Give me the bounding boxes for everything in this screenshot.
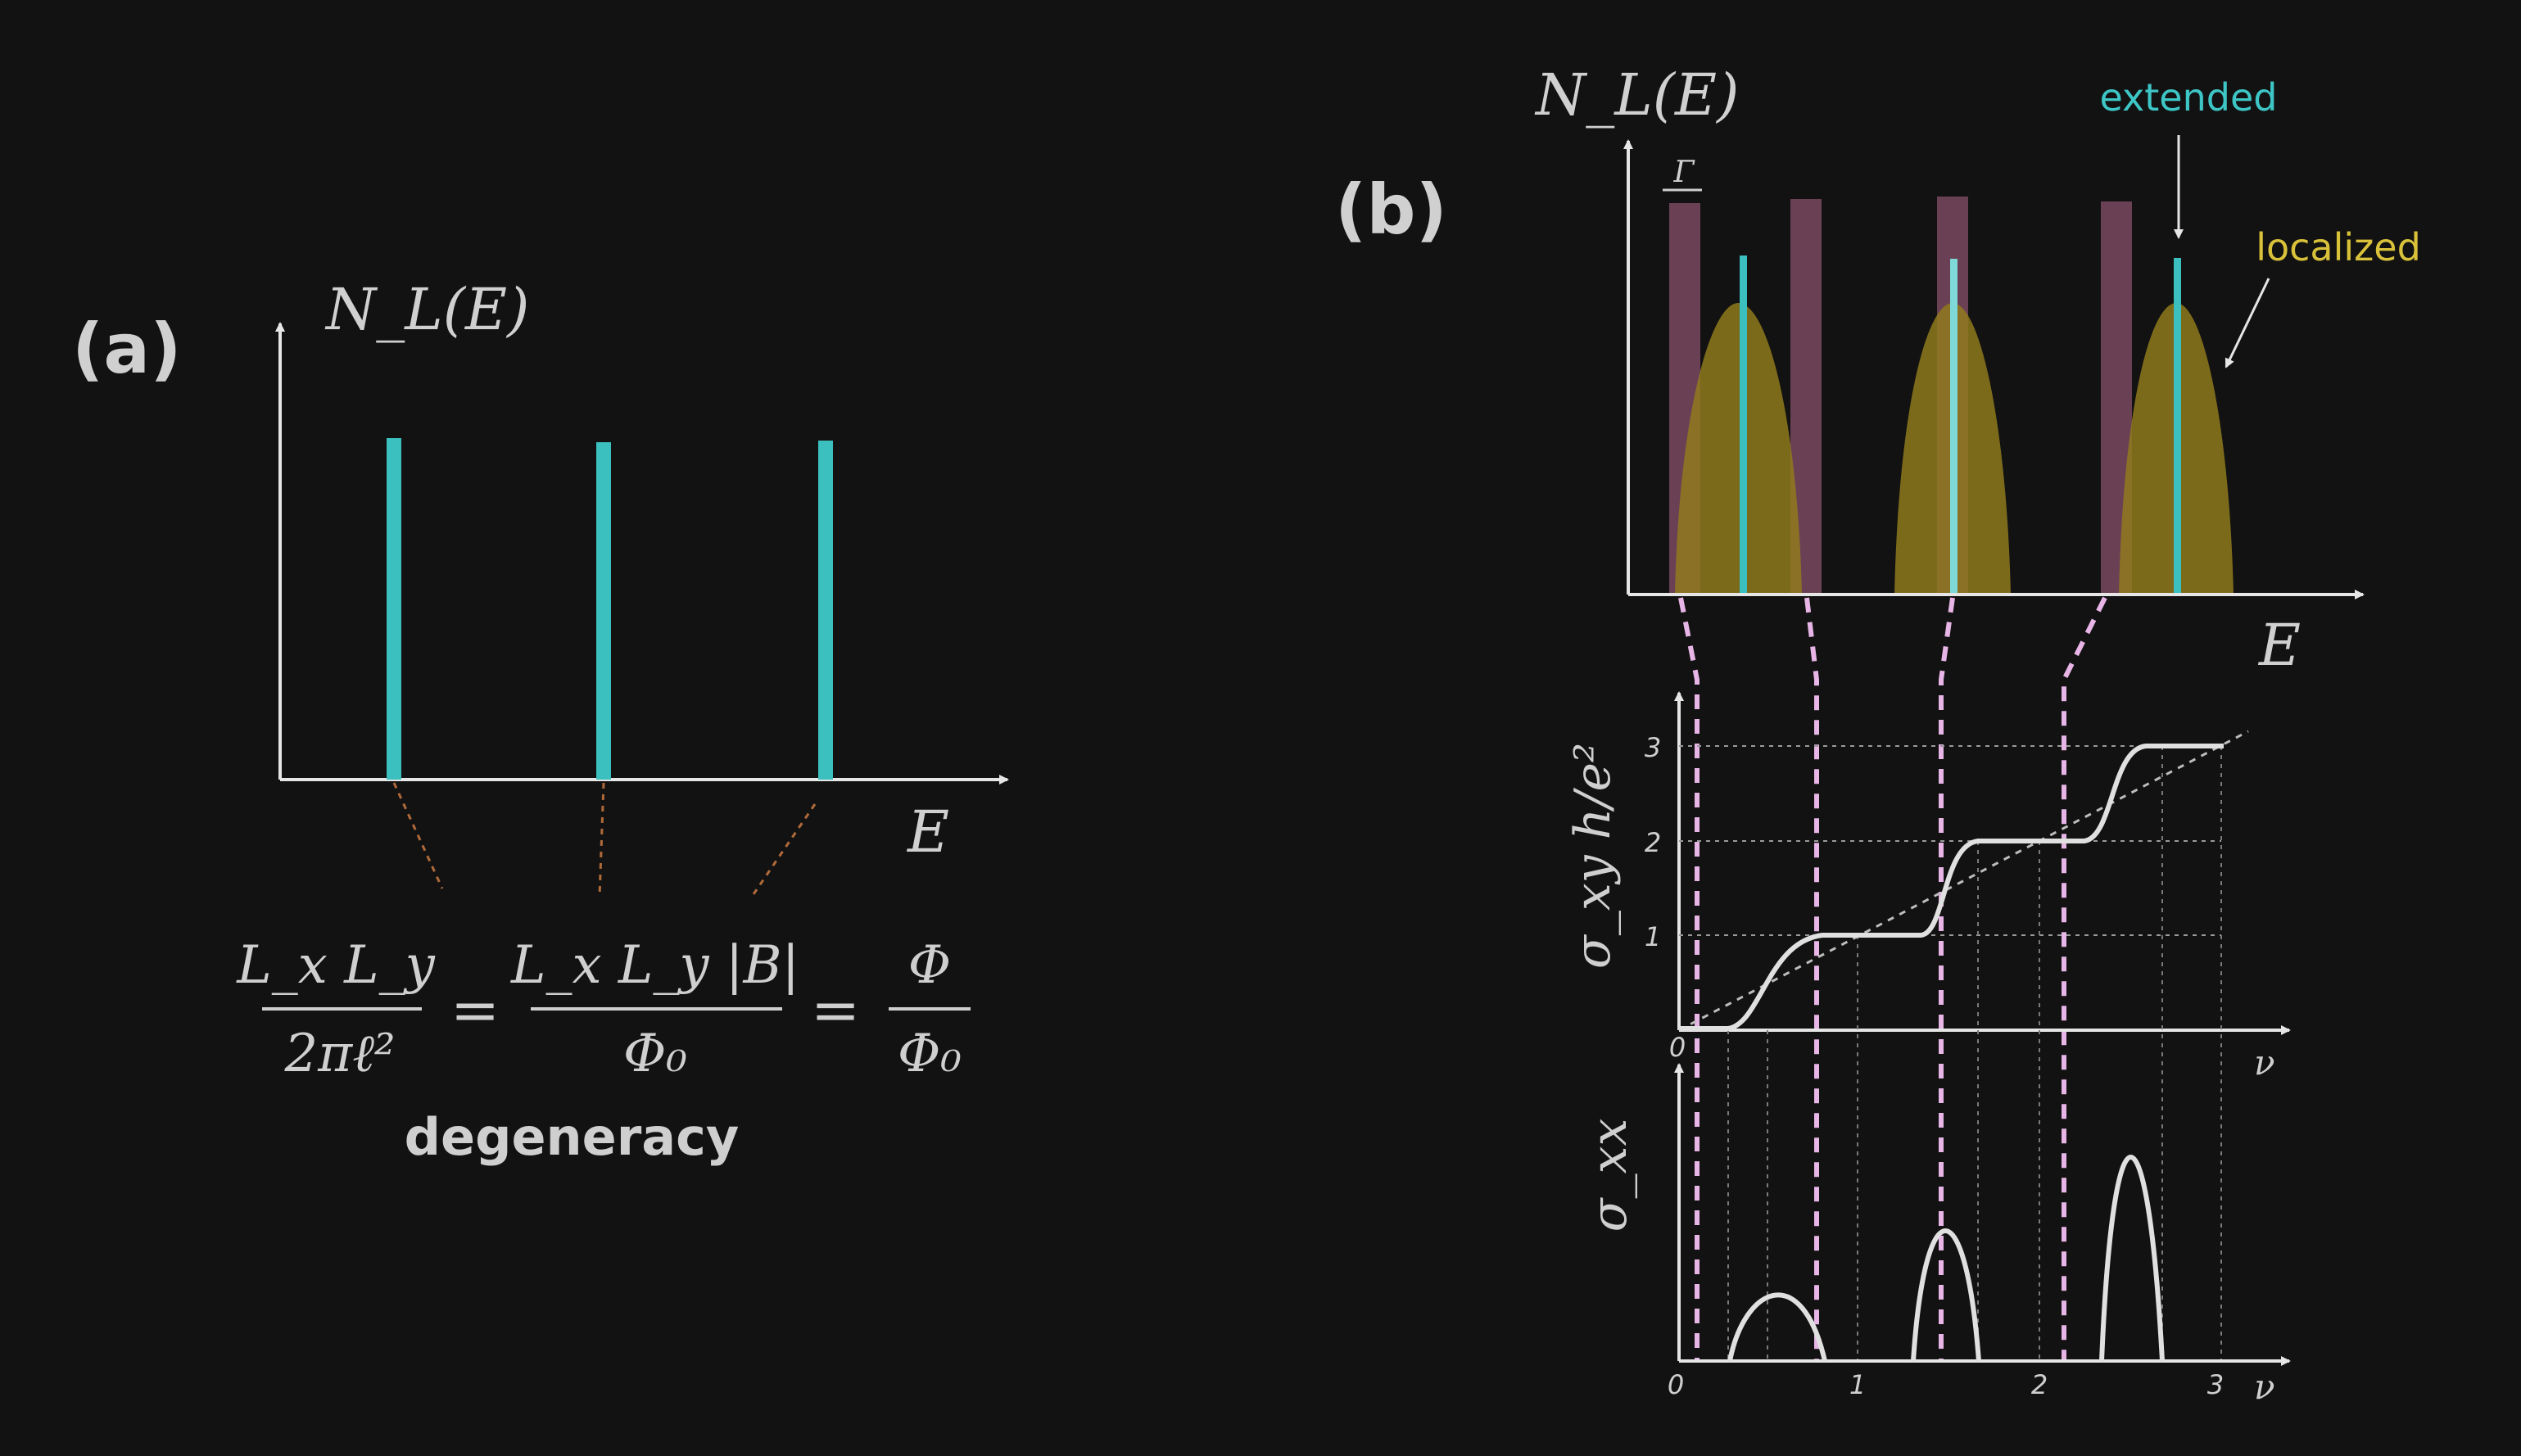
- guide-line: [598, 782, 605, 898]
- panel-a-x-label: E: [906, 798, 949, 866]
- formula-mid-numerator: L_x L_y |B|: [510, 935, 799, 996]
- sigma-xx-plot: 0 1 2 3 ν σ_xx: [1581, 1063, 2291, 1407]
- connector-lines: [1678, 596, 2107, 1359]
- nu-tick-2: 2: [2031, 1369, 2048, 1400]
- landau-level-spike: [818, 441, 833, 780]
- nu-tick-0: 0: [1668, 1369, 1684, 1400]
- connector-line: [2062, 596, 2107, 1359]
- sigma-xy-tick-2: 2: [1645, 827, 1661, 858]
- formula-rhs-denominator: Φ₀: [898, 1024, 962, 1084]
- panel-a-label: (a): [72, 309, 181, 389]
- formula-equals: =: [450, 975, 500, 1044]
- extended-state-line: [1950, 259, 1958, 595]
- nu-tick-1: 1: [1849, 1369, 1866, 1400]
- sigma-xy-origin: 0: [1669, 1032, 1686, 1063]
- classical-hall-line: [1678, 730, 2249, 1032]
- degeneracy-formula: L_x L_y 2πℓ² = L_x L_y |B| Φ₀ = Φ Φ₀: [236, 935, 971, 1084]
- gamma-label: Γ: [1673, 156, 1696, 189]
- localized-pointer: [2225, 278, 2270, 369]
- connector-line: [1678, 597, 1700, 1359]
- sigma-xx-peak: [1727, 1292, 1827, 1362]
- panel-b-y-label: N_L(E): [1534, 61, 1739, 129]
- extended-state-line: [1740, 255, 1747, 595]
- panel-a: (a) N_L(E) E L_x L_y 2πℓ² = L_x L_y |B| …: [72, 276, 1009, 1167]
- sigma-xx-peak: [1911, 1228, 1981, 1362]
- hall-plateau-curve: [1679, 744, 2224, 1031]
- panel-b: (b) N_L(E) E Γ extended localized: [1335, 61, 2421, 1407]
- sigma-xy-nu-label: ν: [2254, 1042, 2275, 1083]
- panel-a-y-label: N_L(E): [324, 276, 529, 343]
- panel-b-x-label: E: [2257, 612, 2301, 679]
- sigma-xy-tick-1: 1: [1645, 921, 1661, 952]
- sigma-xy-plot: 1 2 3 0 ν σ_xy h/e²: [1564, 691, 2291, 1359]
- formula-equals: =: [811, 975, 860, 1044]
- extended-label: extended: [2100, 75, 2278, 120]
- sigma-xx-nu-label: ν: [2254, 1367, 2275, 1407]
- landau-level-spike: [596, 442, 611, 780]
- localized-label: localized: [2256, 225, 2421, 269]
- sigma-xy-tick-3: 3: [1645, 732, 1661, 763]
- extended-state-line: [2174, 258, 2181, 595]
- sigma-xy-label: σ_xy h/e²: [1564, 743, 1622, 969]
- sigma-xx-label: σ_xx: [1581, 1119, 1638, 1232]
- sigma-xx-peak: [2099, 1155, 2165, 1362]
- connector-line: [1804, 597, 1819, 1359]
- connector-line: [1939, 597, 1955, 1359]
- localized-distribution: [1675, 303, 1802, 595]
- degeneracy-caption: degeneracy: [405, 1107, 740, 1167]
- landau-level-spike: [387, 438, 401, 780]
- formula-rhs-numerator: Φ: [908, 935, 951, 996]
- formula-lhs-denominator: 2πℓ²: [283, 1024, 395, 1084]
- guide-line: [392, 782, 444, 889]
- guide-line: [752, 803, 817, 895]
- formula-mid-denominator: Φ₀: [623, 1024, 687, 1084]
- panel-b-label: (b): [1335, 170, 1447, 250]
- nu-tick-3: 3: [2207, 1369, 2224, 1400]
- formula-lhs-numerator: L_x L_y: [236, 935, 435, 996]
